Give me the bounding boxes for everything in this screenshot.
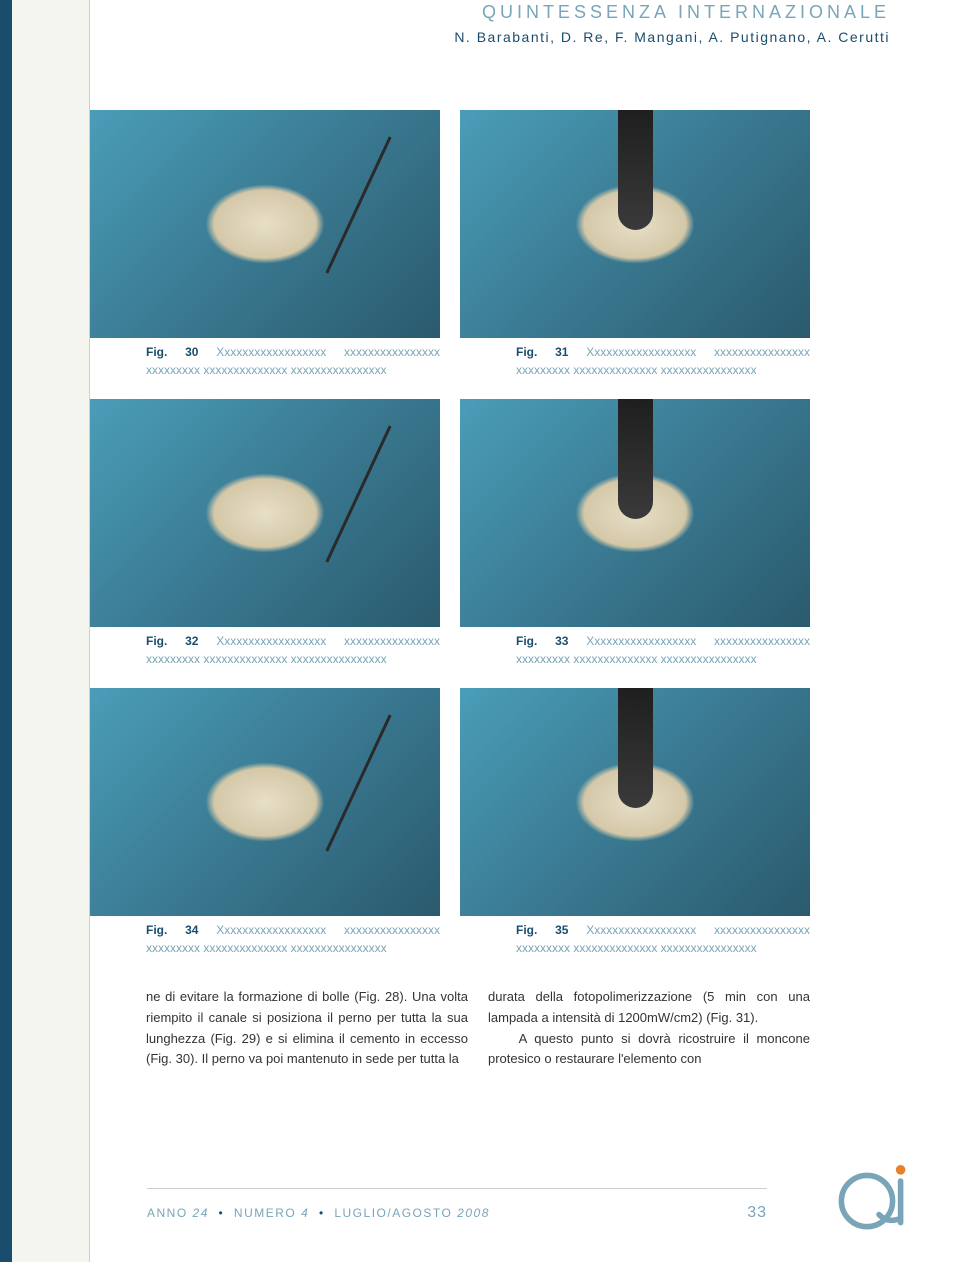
fig-label: Fig. 30 bbox=[146, 345, 198, 359]
qi-logo bbox=[835, 1157, 915, 1237]
footer-issue-info: ANNO 24 • NUMERO 4 • LUGLIO/AGOSTO 2008 bbox=[147, 1206, 490, 1220]
body-column-left: ne di evitare la formazione di bolle (Fi… bbox=[90, 987, 468, 1070]
body-text: ne di evitare la formazione di bolle (Fi… bbox=[90, 987, 810, 1070]
numero-value: 4 bbox=[301, 1206, 309, 1220]
anno-label: ANNO bbox=[147, 1206, 188, 1220]
figure-31 bbox=[460, 110, 810, 338]
caption-row: Fig. 32 Xxxxxxxxxxxxxxxxxx xxxxxxxxxxxxx… bbox=[90, 632, 810, 668]
figure-row bbox=[90, 688, 810, 916]
page-number: 33 bbox=[747, 1204, 767, 1222]
figure-35 bbox=[460, 688, 810, 916]
figure-image bbox=[90, 399, 440, 627]
dental-probe-icon bbox=[325, 136, 391, 273]
figure-34 bbox=[90, 688, 440, 916]
figure-caption: Fig. 33 Xxxxxxxxxxxxxxxxxx xxxxxxxxxxxxx… bbox=[460, 632, 810, 668]
figure-image bbox=[90, 688, 440, 916]
fig-label: Fig. 34 bbox=[146, 923, 198, 937]
page-content: Fig. 30 Xxxxxxxxxxxxxxxxxx xxxxxxxxxxxxx… bbox=[90, 110, 810, 1070]
anno-value: 24 bbox=[193, 1206, 209, 1220]
figure-32 bbox=[90, 399, 440, 627]
figure-caption: Fig. 32 Xxxxxxxxxxxxxxxxxx xxxxxxxxxxxxx… bbox=[90, 632, 440, 668]
dental-probe-icon bbox=[325, 714, 391, 851]
numero-label: NUMERO bbox=[234, 1206, 296, 1220]
figure-image bbox=[90, 110, 440, 338]
figure-image bbox=[460, 688, 810, 916]
side-bar-accent bbox=[12, 0, 90, 1262]
curing-light-icon bbox=[618, 688, 653, 808]
figure-caption: Fig. 31 Xxxxxxxxxxxxxxxxxx xxxxxxxxxxxxx… bbox=[460, 343, 810, 379]
body-paragraph: A questo punto si dovrà ricostruire il m… bbox=[488, 1031, 810, 1067]
figure-caption: Fig. 34 Xxxxxxxxxxxxxxxxxx xxxxxxxxxxxxx… bbox=[90, 921, 440, 957]
caption-row: Fig. 30 Xxxxxxxxxxxxxxxxxx xxxxxxxxxxxxx… bbox=[90, 343, 810, 379]
date-label: LUGLIO/AGOSTO bbox=[334, 1206, 452, 1220]
fig-label: Fig. 35 bbox=[516, 923, 568, 937]
fig-label: Fig. 33 bbox=[516, 634, 568, 648]
figure-caption: Fig. 35 Xxxxxxxxxxxxxxxxxx xxxxxxxxxxxxx… bbox=[460, 921, 810, 957]
page-footer: ANNO 24 • NUMERO 4 • LUGLIO/AGOSTO 2008 … bbox=[147, 1188, 767, 1222]
curing-light-icon bbox=[618, 399, 653, 519]
fig-label: Fig. 32 bbox=[146, 634, 198, 648]
dental-probe-icon bbox=[325, 425, 391, 562]
curing-light-icon bbox=[618, 110, 653, 230]
caption-row: Fig. 34 Xxxxxxxxxxxxxxxxxx xxxxxxxxxxxxx… bbox=[90, 921, 810, 957]
year-value: 2008 bbox=[457, 1206, 490, 1220]
figure-33 bbox=[460, 399, 810, 627]
figure-image bbox=[460, 399, 810, 627]
body-paragraph: durata della fotopolimerizzazione (5 min… bbox=[488, 989, 810, 1025]
journal-title: QUINTESSENZA INTERNAZIONALE bbox=[454, 2, 890, 23]
bullet-icon: • bbox=[319, 1206, 325, 1220]
figure-row bbox=[90, 110, 810, 338]
body-column-right: durata della fotopolimerizzazione (5 min… bbox=[488, 987, 810, 1070]
figure-caption: Fig. 30 Xxxxxxxxxxxxxxxxxx xxxxxxxxxxxxx… bbox=[90, 343, 440, 379]
figure-row bbox=[90, 399, 810, 627]
side-bar bbox=[0, 0, 12, 1262]
figure-image bbox=[460, 110, 810, 338]
bullet-icon: • bbox=[219, 1206, 225, 1220]
authors-line: N. Barabanti, D. Re, F. Mangani, A. Puti… bbox=[454, 29, 890, 45]
figure-30 bbox=[90, 110, 440, 338]
fig-label: Fig. 31 bbox=[516, 345, 568, 359]
page-header: QUINTESSENZA INTERNAZIONALE N. Barabanti… bbox=[454, 0, 890, 45]
